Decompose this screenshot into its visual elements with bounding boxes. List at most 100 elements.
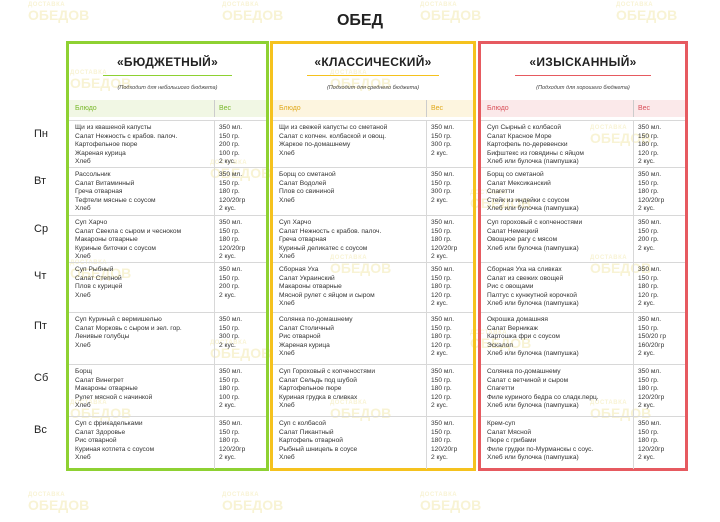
day-label: Чт: [34, 270, 47, 282]
dish-name: Хлеб или булочка (пампушка): [487, 402, 579, 410]
weight-list: 350 мл. 150 гр. 180 гр. 120/20гр 2 кус.: [638, 368, 664, 411]
dish-name: Бифштекс из говядины с яйцом: [487, 149, 584, 157]
dish-name: Овощное рагу с мясом: [487, 236, 558, 244]
table-row: Щи из свежей капусты со сметаной Салат с …: [273, 120, 473, 168]
dish-list: Сборная Уха Салат Украинский Макароны отва…: [279, 266, 375, 309]
column-divider: [633, 216, 634, 263]
dish-list: Рассольник Салат Витаминный Греча отварная…: [75, 171, 156, 214]
dish-name: Хлеб: [75, 205, 91, 213]
dish-weight: 2 кус.: [219, 341, 236, 349]
dish-name: Салат Мясной: [487, 428, 532, 436]
dish-name: Хлеб: [75, 291, 91, 299]
dish-list: Солянка по-домашнему Салат Столичный Рис о…: [279, 316, 353, 359]
column-divider: [633, 100, 634, 117]
dish-weight: 120/20гр: [431, 445, 458, 453]
dish-name: Суп Сырный с колбасой: [487, 124, 561, 131]
dish-name: Рулет мясной с начинкой: [75, 393, 153, 401]
column-classic: «КЛАССИЧЕСКИЙ» (Подходит для среднего бю…: [270, 41, 476, 471]
weight-list: 350 мл. 150 гр. 200 гр. 2 кус.: [219, 266, 242, 300]
dish-weight: 2 кус.: [431, 300, 448, 308]
table-row: Борщ Салат Винегрет Макароны отварные Рулет…: [69, 364, 266, 417]
dish-name: Хлеб или булочка (пампушка): [487, 300, 579, 308]
dish-name: Суп Харчо: [279, 219, 312, 226]
dish-name: Салат Здоровье: [75, 428, 126, 436]
dish-weight: 2 кус.: [638, 402, 655, 410]
dish-list: Сборная Уха на сливках Салат из свежих ов…: [487, 266, 579, 309]
dish-weight: 150 гр.: [431, 179, 452, 187]
dish-name: Хлеб: [75, 158, 91, 166]
dish-name: Рыбный шницель в соусе: [279, 445, 358, 453]
dish-weight: 120 гр.: [638, 149, 659, 157]
dish-name: Хлеб: [75, 454, 91, 462]
dish-name: Хлеб: [279, 253, 295, 261]
dish-weight: 300 гр.: [431, 141, 452, 149]
dish-name: Щи из свежей капусты со сметаной: [279, 124, 388, 131]
dish-name: Рис с овощами: [487, 283, 534, 291]
dish-name: Салат Нежность с крабов. палоч.: [75, 132, 178, 140]
dish-name: Греча отварная: [75, 188, 123, 196]
dish-weight: 2 кус.: [219, 454, 236, 462]
weight-list: 350 мл. 150 гр. 200 гр. 100 гр. 2 кус.: [219, 124, 242, 167]
title-underline: [515, 75, 651, 76]
dish-weight: 150 гр.: [219, 376, 240, 384]
table-header: Блюдо Вес: [481, 100, 685, 117]
column-divider: [214, 121, 215, 168]
weight-list: 350 мл. 150 гр. 180 гр. 120/20гр 2 кус.: [219, 420, 245, 463]
weight-list: 350 мл. 150 гр. 300 гр. 2 кус.: [431, 124, 454, 158]
dish-weight: 150 гр.: [431, 132, 452, 140]
column-divider: [426, 417, 427, 469]
dish-weight: 180 гр.: [431, 236, 452, 244]
weight-list: 350 мл. 150 гр. 180 гр. 120 гр. 2 кус.: [431, 368, 454, 411]
column-subtitle: (Подходит для среднего бюджета): [326, 85, 420, 91]
dish-weight: 150 гр.: [219, 428, 240, 436]
dish-weight: 2 кус.: [638, 350, 655, 358]
column-divider: [426, 365, 427, 417]
dish-name: Картофель отварной: [279, 437, 343, 445]
dish-name: Жареная курица: [279, 341, 330, 349]
column-exquisite: «ИЗЫСКАННЫЙ» (Подходит для хорошего бюдж…: [478, 41, 688, 471]
watermark: ДОСТАВКА ОБЕДОВ: [222, 492, 284, 513]
column-divider: [633, 313, 634, 365]
dish-weight: 2 кус.: [431, 350, 448, 358]
dish-name: Хлеб: [75, 253, 91, 261]
dish-name: Хлеб или булочка (пампушка): [487, 205, 579, 213]
dish-weight: 150 гр.: [219, 132, 240, 140]
dish-name: Мясной рулет с яйцом и сыром: [279, 291, 375, 299]
dish-weight: 150 гр.: [431, 324, 452, 332]
dish-list: Суп Харчо Салат Свекла с сыром и чесноком…: [75, 219, 181, 262]
weight-list: 350 мл. 150 гр. 180 гр. 120/20гр 2 кус.: [638, 420, 664, 463]
dish-weight: 2 кус.: [638, 300, 655, 308]
dish-weight: 120 гр.: [431, 341, 452, 349]
table-row: Борщ со сметаной Салат Мексиканский Спагет…: [481, 167, 685, 216]
dish-list: Суп Гороховый с копченостями Салат Сельдь…: [279, 368, 375, 411]
dish-name: Салат Морковь с сыром и зел. гор.: [75, 324, 182, 332]
table-row: Крем-суп Салат Мясной Пюре с грибами Филе г…: [481, 416, 685, 469]
dish-weight: 300 гр.: [219, 333, 240, 341]
dish-name: Плов со свининой: [279, 188, 335, 196]
dish-name: Солянка по-домашнему: [279, 316, 353, 323]
day-label: Вс: [34, 424, 47, 436]
dish-weight: 2 кус.: [219, 291, 236, 299]
dish-name: Хлеб: [279, 149, 295, 157]
dish-name: Рис отварной: [279, 333, 321, 341]
dish-name: Салат Степной: [75, 274, 122, 282]
dish-weight: 120/20гр: [219, 445, 246, 453]
dish-weight: 2 кус.: [219, 158, 236, 166]
column-divider: [214, 168, 215, 216]
dish-name: Куриный деликатес с соусом: [279, 244, 368, 252]
dish-weight: 180 гр.: [219, 437, 240, 445]
day-label: Пт: [34, 320, 47, 332]
dish-weight: 120/20гр: [638, 393, 665, 401]
dish-weight: 350 мл.: [219, 219, 243, 226]
dish-name: Картофельное пюре: [75, 141, 138, 149]
dish-weight: 200 гр.: [219, 141, 240, 149]
dish-name: Салат Винегрет: [75, 376, 124, 384]
dish-name: Картофель по-деревенски: [487, 141, 568, 149]
table-row: Суп с колбасой Салат Пикантный Картофель о…: [273, 416, 473, 469]
dish-list: Щи из свежей капусты со сметаной Салат с …: [279, 124, 387, 158]
column-divider: [214, 417, 215, 469]
dish-weight: 150 гр.: [638, 179, 659, 187]
dish-name: Плов с курицей: [75, 283, 123, 291]
dish-weight: 350 мл.: [638, 316, 662, 323]
dish-weight: 180 гр.: [638, 385, 659, 393]
